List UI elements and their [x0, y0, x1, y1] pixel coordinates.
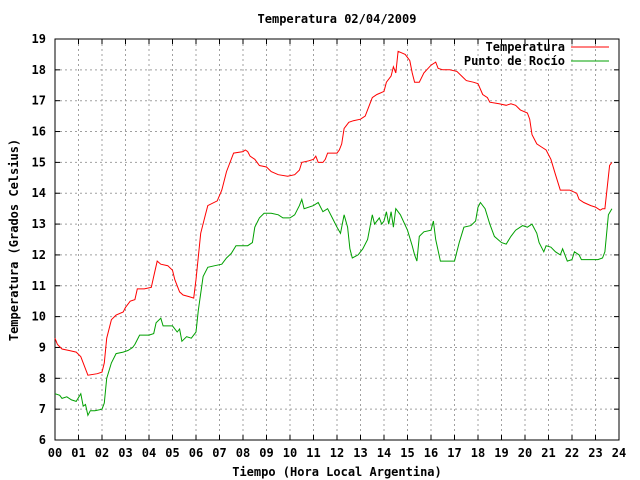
chart-title: Temperatura 02/04/2009: [258, 12, 417, 26]
x-tick-label: 07: [212, 446, 226, 460]
x-tick-label: 23: [588, 446, 602, 460]
x-tick-label: 24: [612, 446, 626, 460]
x-tick-label: 06: [189, 446, 203, 460]
legend-label-punto-de-rocio: Punto de Rocío: [464, 54, 565, 68]
x-tick-label: 03: [118, 446, 132, 460]
x-tick-label: 14: [377, 446, 391, 460]
y-tick-label: 16: [32, 125, 46, 139]
x-tick-label: 12: [330, 446, 344, 460]
y-axis-title: Temperatura (Grados Celsius): [7, 139, 21, 341]
y-tick-label: 18: [32, 63, 46, 77]
x-tick-label: 02: [95, 446, 109, 460]
x-tick-label: 16: [424, 446, 438, 460]
series-line-punto-de-rocio: [54, 197, 613, 417]
series-line-temperatura: [54, 50, 613, 376]
series-lines: [54, 50, 613, 417]
x-tick-label: 01: [71, 446, 85, 460]
x-tick-label: 10: [283, 446, 297, 460]
x-tick-label: 09: [259, 446, 273, 460]
legend: Temperatura Punto de Rocío: [464, 40, 609, 68]
x-tick-label: 19: [494, 446, 508, 460]
x-tick-label: 15: [400, 446, 414, 460]
y-tick-label: 6: [39, 433, 46, 447]
grid-lines: [55, 39, 619, 440]
y-tick-label: 8: [39, 371, 46, 385]
y-tick-label: 17: [32, 94, 46, 108]
y-tick-label: 7: [39, 402, 46, 416]
x-tick-label: 08: [236, 446, 250, 460]
y-tick-label: 10: [32, 310, 46, 324]
y-tick-label: 9: [39, 340, 46, 354]
x-tick-label: 04: [142, 446, 156, 460]
y-tick-label: 15: [32, 155, 46, 169]
y-tick-label: 19: [32, 32, 46, 46]
y-tick-label: 13: [32, 217, 46, 231]
x-tick-label: 18: [471, 446, 485, 460]
x-tick-label: 22: [565, 446, 579, 460]
legend-label-temperatura: Temperatura: [486, 40, 565, 54]
x-tick-label: 17: [447, 446, 461, 460]
x-tick-label: 00: [48, 446, 62, 460]
x-tick-label: 20: [518, 446, 532, 460]
x-tick-label: 13: [353, 446, 367, 460]
y-tick-label: 11: [32, 279, 46, 293]
x-tick-label: 11: [306, 446, 320, 460]
axis-ticks: 00 01 02 03 04 05 06 07 08 09 10 11 12 13 14 15 16 17 18 19…: [32, 32, 627, 460]
y-tick-label: 12: [32, 248, 46, 262]
x-tick-label: 05: [165, 446, 179, 460]
y-tick-label: 14: [32, 186, 46, 200]
x-axis-title: Tiempo (Hora Local Argentina): [232, 465, 442, 479]
x-tick-label: 21: [541, 446, 555, 460]
